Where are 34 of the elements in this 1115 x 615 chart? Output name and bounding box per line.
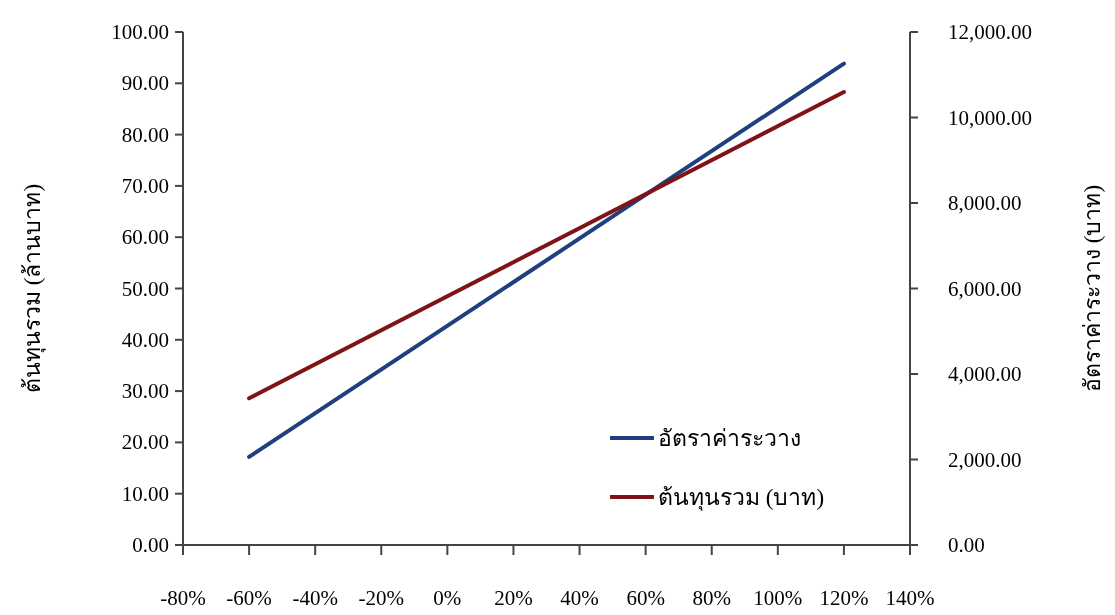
y2-axis-title: อัตราค่าระวาง (บาท): [1080, 184, 1105, 393]
y-tick-label: 60.00: [121, 225, 169, 250]
x-tick-label: -60%: [226, 586, 272, 610]
y-axis-title: ต้นทุนรวม (ล้านบาท): [20, 183, 46, 394]
y-tick-label: 70.00: [121, 173, 169, 198]
x-tick-label: 80%: [692, 586, 731, 610]
y-tick-label: 0.00: [132, 533, 169, 557]
y-tick-label: 80.00: [121, 122, 169, 147]
y-tick-label: 100.00: [111, 20, 169, 44]
x-tick-label: 140%: [885, 586, 935, 610]
legend-label: ต้นทุนรวม (บาท): [658, 485, 825, 511]
y-tick-label: 50.00: [121, 276, 169, 301]
y-tick-label: 20.00: [121, 430, 169, 455]
y-tick-label: 40.00: [121, 327, 169, 352]
y-tick-label: 90.00: [121, 71, 169, 96]
y-tick-label: 10.00: [121, 481, 169, 506]
y2-tick-label: 6,000.00: [948, 276, 1022, 301]
x-tick-label: 0%: [433, 586, 462, 610]
y2-tick-label: 8,000.00: [948, 191, 1022, 215]
x-tick-label: 100%: [753, 586, 803, 610]
x-tick-label: -80%: [160, 586, 206, 610]
y2-tick-label: 10,000.00: [948, 105, 1032, 130]
x-tick-label: -40%: [292, 586, 338, 610]
x-tick-label: 20%: [494, 586, 533, 610]
y-tick-label: 30.00: [121, 379, 169, 404]
y2-tick-label: 4,000.00: [948, 362, 1022, 386]
x-tick-label: 120%: [819, 586, 869, 610]
x-tick-label: 40%: [560, 586, 599, 610]
y2-tick-label: 2,000.00: [948, 447, 1022, 472]
x-tick-label: -20%: [358, 586, 405, 610]
y2-tick-label: 12,000.00: [948, 20, 1032, 44]
x-tick-label: 60%: [626, 586, 665, 610]
y2-tick-label: 0.00: [948, 533, 985, 557]
legend-label: อัตราค่าระวาง: [658, 426, 801, 451]
